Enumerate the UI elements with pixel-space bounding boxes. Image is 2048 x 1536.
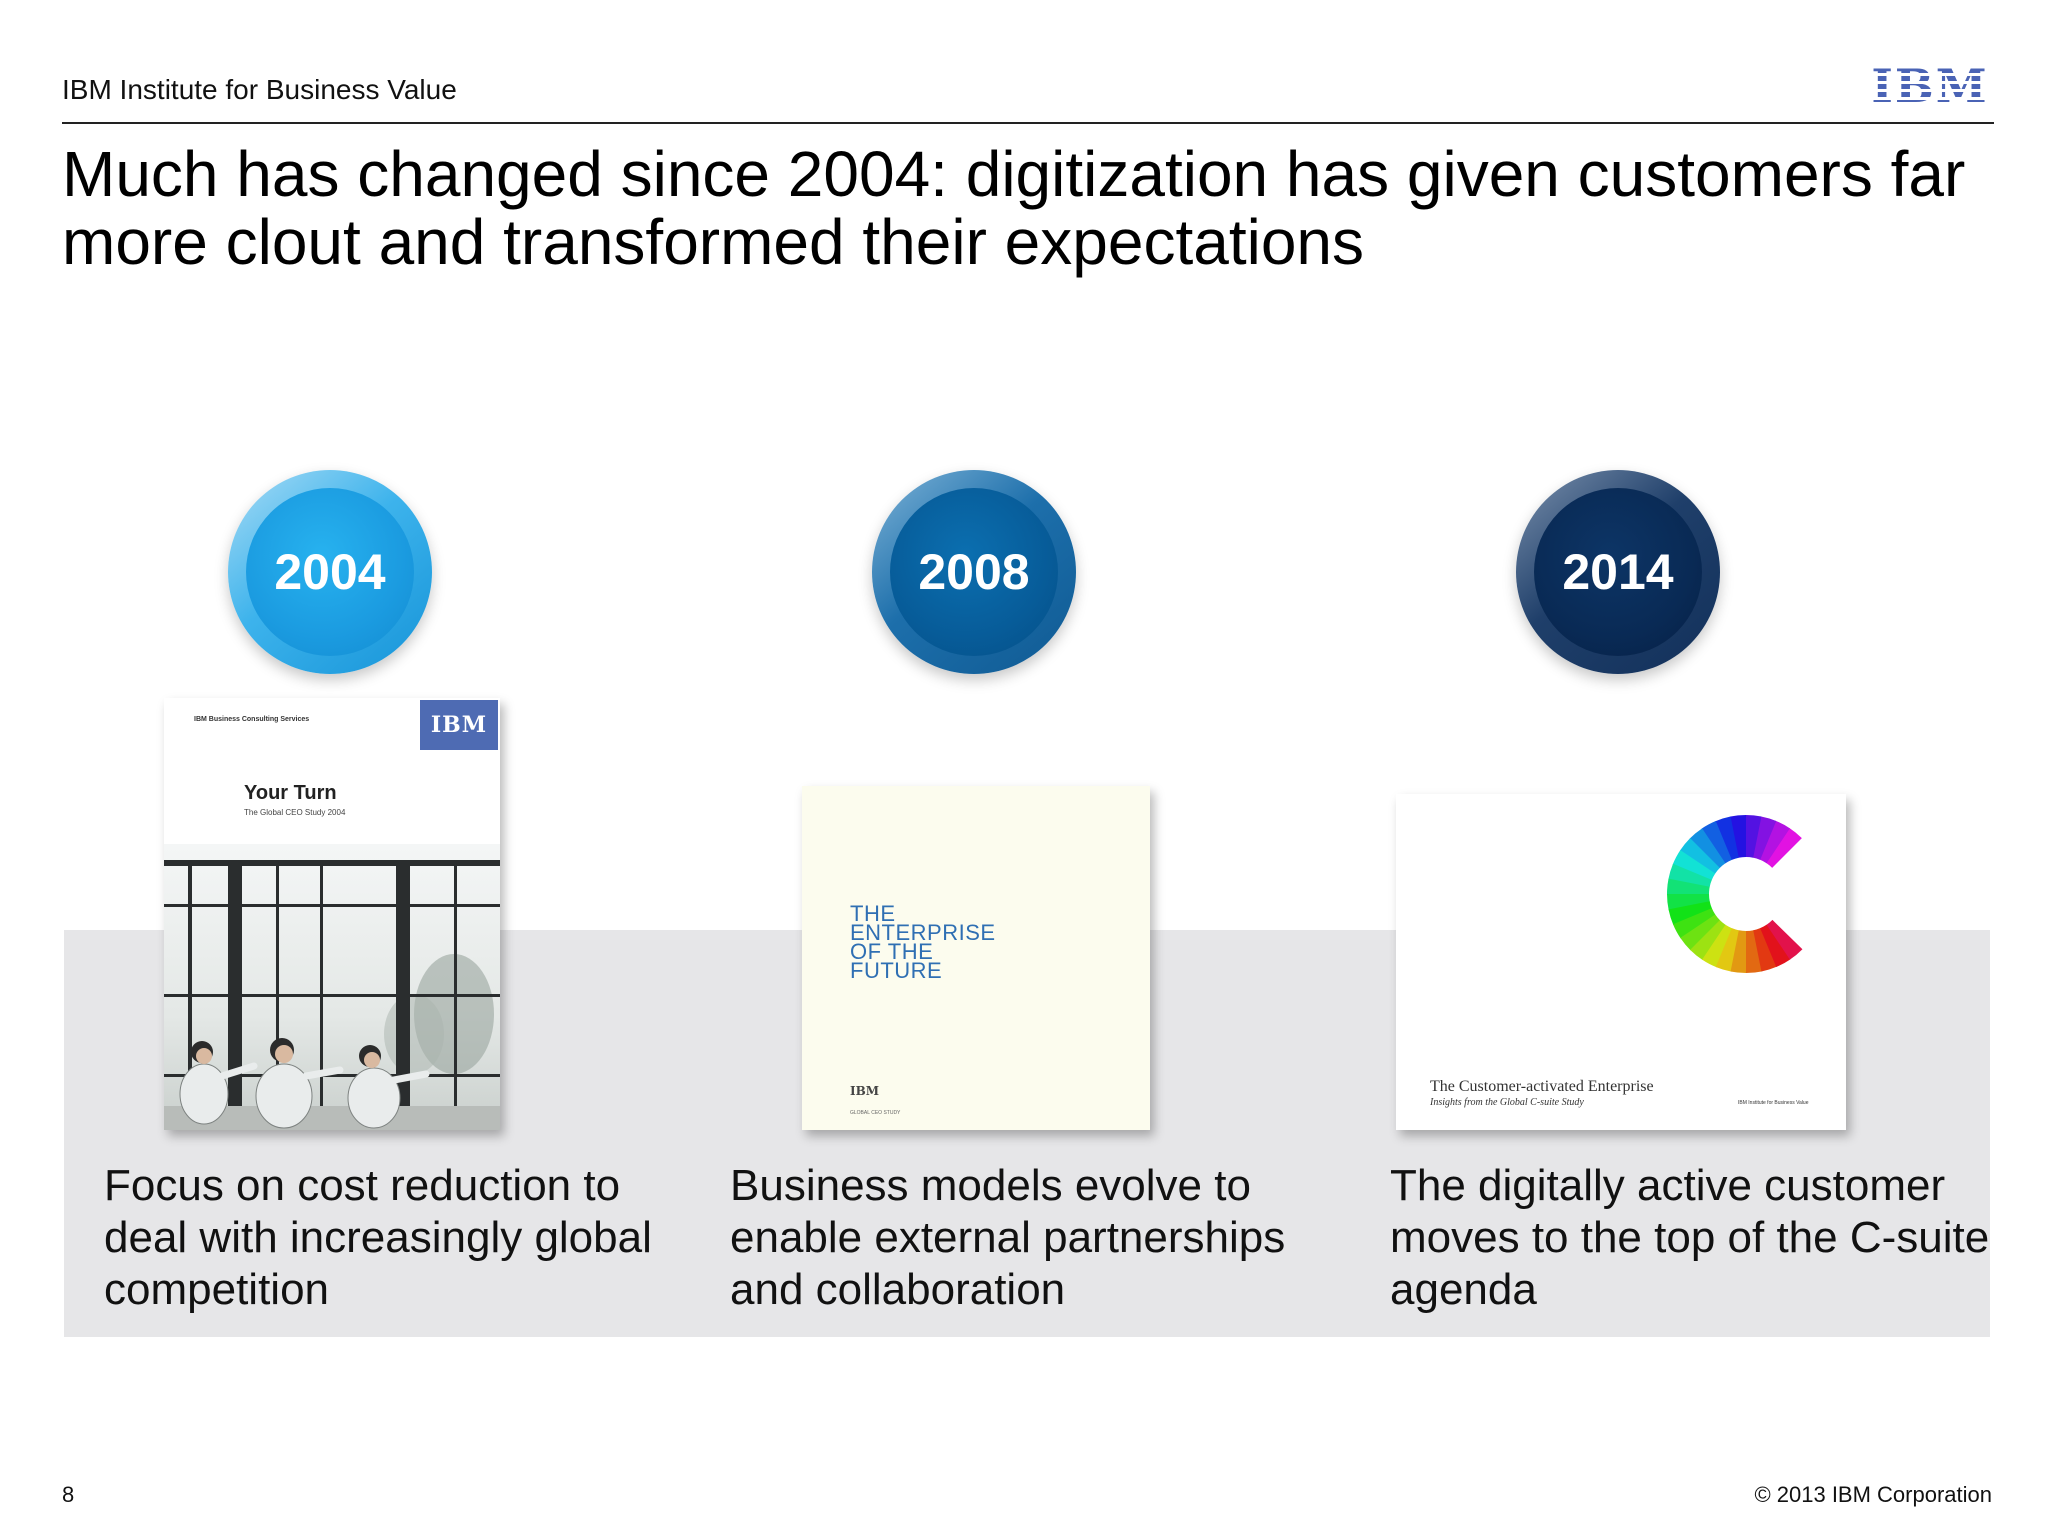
header-divider [62,122,1994,124]
year-label: 2004 [246,488,414,656]
caption-2008: Business models evolve to enable externa… [730,1161,1286,1314]
rainbow-c-segment [1759,820,1790,864]
cover-ibm-logo: IBM [420,700,498,750]
rainbow-c-segment [1668,900,1713,925]
report-cover-2008: THE ENTERPRISE OF THE FUTURE IBM GLOBAL … [802,786,1150,1130]
rainbow-c-segment [1752,927,1777,972]
rainbow-c-segment [1668,863,1713,888]
rainbow-c-segment [1679,838,1721,875]
rainbow-c-segment [1766,919,1803,960]
cover-subtitle: The Global CEO Study 2004 [244,808,346,817]
rainbow-c-logo [1667,815,1803,973]
rainbow-c-segment [1745,815,1762,858]
report-cover-2014: The Customer-activated Enterprise Insigh… [1396,794,1846,1130]
rainbow-c-segment [1673,907,1716,939]
rainbow-c-segment [1680,914,1721,951]
cover-photo-people-window [164,844,500,1130]
cover-top-text: IBM Business Consulting Services [194,716,310,723]
page-number: 8 [62,1482,75,1507]
rainbow-c-segment [1730,930,1747,973]
rainbow-c-segment [1702,924,1733,968]
rainbow-c-segment [1667,893,1710,911]
cover-small-text: GLOBAL CEO STUDY [850,1110,901,1116]
rainbow-c-segment [1715,816,1740,861]
rainbow-c-segment [1765,827,1802,869]
caption-2014: The digitally active customer moves to t… [1390,1161,1990,1314]
rainbow-c-segment [1759,924,1791,967]
cover-title: The Customer-activated Enterprise [1430,1078,1654,1095]
rainbow-c-segment [1667,878,1710,895]
cover-subtitle: Insights from the Global C-suite Study [1430,1097,1584,1108]
rainbow-c-segment [1752,816,1777,861]
year-circle-2004: 2004 [228,470,432,674]
rainbow-c-segment [1715,927,1740,972]
header-institute: IBM Institute for Business Value [62,74,457,105]
cover-ibm-logo: IBM [850,1084,880,1098]
rainbow-c-segment [1689,828,1726,869]
rainbow-c-segment [1745,930,1763,973]
rainbow-c-segment [1701,821,1733,864]
copyright: © 2013 IBM Corporation [1754,1482,1992,1507]
rainbow-c-segment [1672,850,1716,881]
cover-small-text: IBM Institute for Business Value [1738,1100,1809,1106]
year-label: 2014 [1534,488,1702,656]
ibm-logo: IBM [1870,59,1990,110]
rainbow-c-segment [1729,815,1747,858]
slide-title: Much has changed since 2004: digitizatio… [62,138,1966,278]
cover-title: Your Turn [244,782,337,804]
year-label: 2008 [890,488,1058,656]
cover-title: THE ENTERPRISE OF THE FUTURE [850,901,996,983]
year-circle-2014: 2014 [1516,470,1720,674]
rainbow-c-segment [1690,919,1727,961]
report-cover-2004: IBM Business Consulting Services IBM You… [164,698,500,1130]
caption-2004: Focus on cost reduction to deal with inc… [104,1161,652,1314]
year-circle-2008: 2008 [872,470,1076,674]
